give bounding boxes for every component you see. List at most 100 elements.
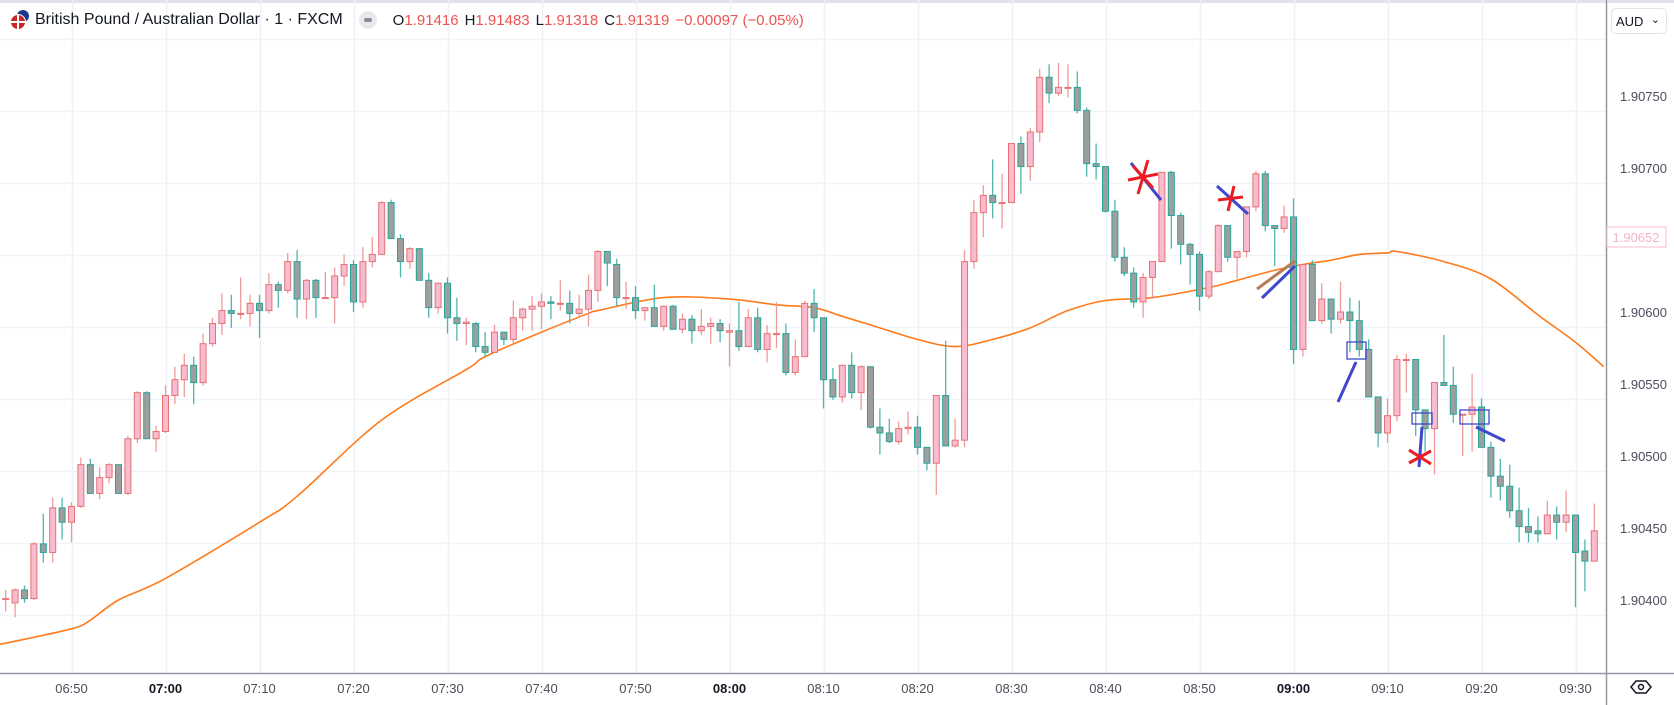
trend-line-drawing[interactable] (1260, 264, 1297, 300)
candle-body (1243, 206, 1250, 253)
candle-body (1534, 530, 1542, 535)
candle-body (1384, 415, 1391, 434)
candle-up (660, 305, 668, 331)
candle-body (331, 275, 339, 299)
candle-body (669, 305, 677, 330)
trend-line-drawing[interactable] (1336, 361, 1358, 403)
candle-up (171, 366, 179, 405)
rectangle-drawing[interactable] (1411, 412, 1433, 425)
candle-up (209, 317, 216, 347)
candle-body (1083, 109, 1091, 165)
candle-down (1478, 398, 1485, 448)
candle-body (782, 333, 790, 373)
candle-body (1186, 243, 1194, 255)
candle-up (491, 324, 498, 353)
candle-body (932, 395, 940, 464)
candle-body (218, 310, 226, 325)
candle-body (1590, 530, 1598, 562)
candle-body (1158, 171, 1166, 263)
candle-body (716, 323, 724, 332)
candle-body (1581, 550, 1589, 562)
candle-up (773, 301, 780, 348)
candle-down (143, 391, 151, 440)
drawings-layer[interactable] (1127, 159, 1506, 468)
candle-down (885, 418, 893, 444)
candle-down (387, 199, 395, 240)
candle-body (820, 317, 827, 381)
candle-body (538, 301, 545, 307)
rectangle-drawing[interactable] (1346, 341, 1367, 360)
candle-body (199, 343, 207, 384)
candle-body (556, 302, 564, 305)
eye-settings-icon[interactable] (1630, 679, 1652, 695)
price-axis[interactable]: 1.90750 1.90700 1.90600 1.90550 1.90500 1.904… (1620, 89, 1667, 608)
candle-up (180, 353, 188, 397)
x-marker-drawing[interactable] (1127, 159, 1159, 195)
time-axis[interactable]: 06:50 07:00 07:10 07:20 07:30 07:40 07:50 08:00… (55, 681, 1592, 696)
candle-body (650, 307, 658, 327)
candle-body (415, 248, 423, 281)
trend-line-drawing[interactable] (1475, 425, 1506, 443)
candle-down (1506, 464, 1514, 518)
candle-body (1402, 359, 1410, 362)
candle-down (820, 317, 827, 409)
symbol-title[interactable]: British Pound / Australian Dollar · 1 · … (35, 11, 343, 28)
candle-down (1553, 506, 1561, 540)
candle-body (303, 279, 310, 300)
candle-body (312, 279, 320, 299)
candle-body (1120, 256, 1128, 274)
candle-body (1543, 514, 1551, 535)
symbol-legend: British Pound / Australian Dollar · 1 · … (10, 8, 804, 32)
candle-down (39, 513, 47, 563)
candle-down (566, 290, 574, 324)
candle-down (914, 415, 921, 455)
trend-line-drawing[interactable] (1417, 426, 1424, 468)
candle-up (1468, 373, 1476, 452)
candle-down (500, 331, 508, 346)
candle-down (867, 366, 874, 429)
chevron-down-icon: ⌄ (1650, 14, 1660, 26)
candle-up (763, 324, 771, 363)
rectangle-drawing[interactable] (1459, 409, 1490, 425)
candle-body (923, 446, 931, 464)
price-tick-label: 1.90700 (1620, 161, 1667, 176)
time-tick-label: 07:30 (431, 681, 464, 696)
candle-body (857, 366, 865, 394)
x-marker-drawing[interactable] (1408, 448, 1432, 466)
candle-body (1412, 359, 1420, 411)
candle-down (603, 251, 611, 287)
candle-body (1374, 396, 1382, 434)
candle-body (387, 202, 395, 240)
candle-body (585, 289, 592, 310)
candle-body (998, 202, 1006, 205)
candle-body (1017, 143, 1025, 168)
candle-body (58, 507, 66, 523)
change-value: −0.00097 (−0.05%) (675, 11, 804, 29)
currency-selector[interactable]: AUD ⌄ (1611, 8, 1667, 34)
candle-up (707, 317, 715, 344)
candle-body (1431, 382, 1438, 430)
candle-body (39, 543, 47, 553)
candle-body (274, 284, 282, 291)
candle-body (1421, 409, 1429, 430)
candle-body (1205, 271, 1213, 297)
time-tick-label: 07:00 (149, 681, 182, 696)
candle-body (1102, 166, 1109, 212)
candle-down (688, 314, 696, 344)
brown-trend-line-drawing[interactable] (1256, 259, 1296, 291)
x-marker-drawing[interactable] (1217, 185, 1244, 212)
trend-line-drawing[interactable] (1215, 184, 1250, 216)
candle-body (519, 308, 527, 319)
minus-pill-icon[interactable] (358, 11, 377, 29)
candle-body (190, 364, 198, 384)
candle-body (237, 312, 245, 315)
candle-down (397, 234, 404, 278)
candle-body (566, 302, 574, 314)
candle-up (585, 274, 592, 327)
candle-down (1261, 170, 1269, 232)
candle-down (1308, 260, 1316, 322)
candle-down (425, 273, 433, 318)
price-tick-label: 1.90400 (1620, 593, 1667, 608)
candle-body (152, 431, 160, 440)
